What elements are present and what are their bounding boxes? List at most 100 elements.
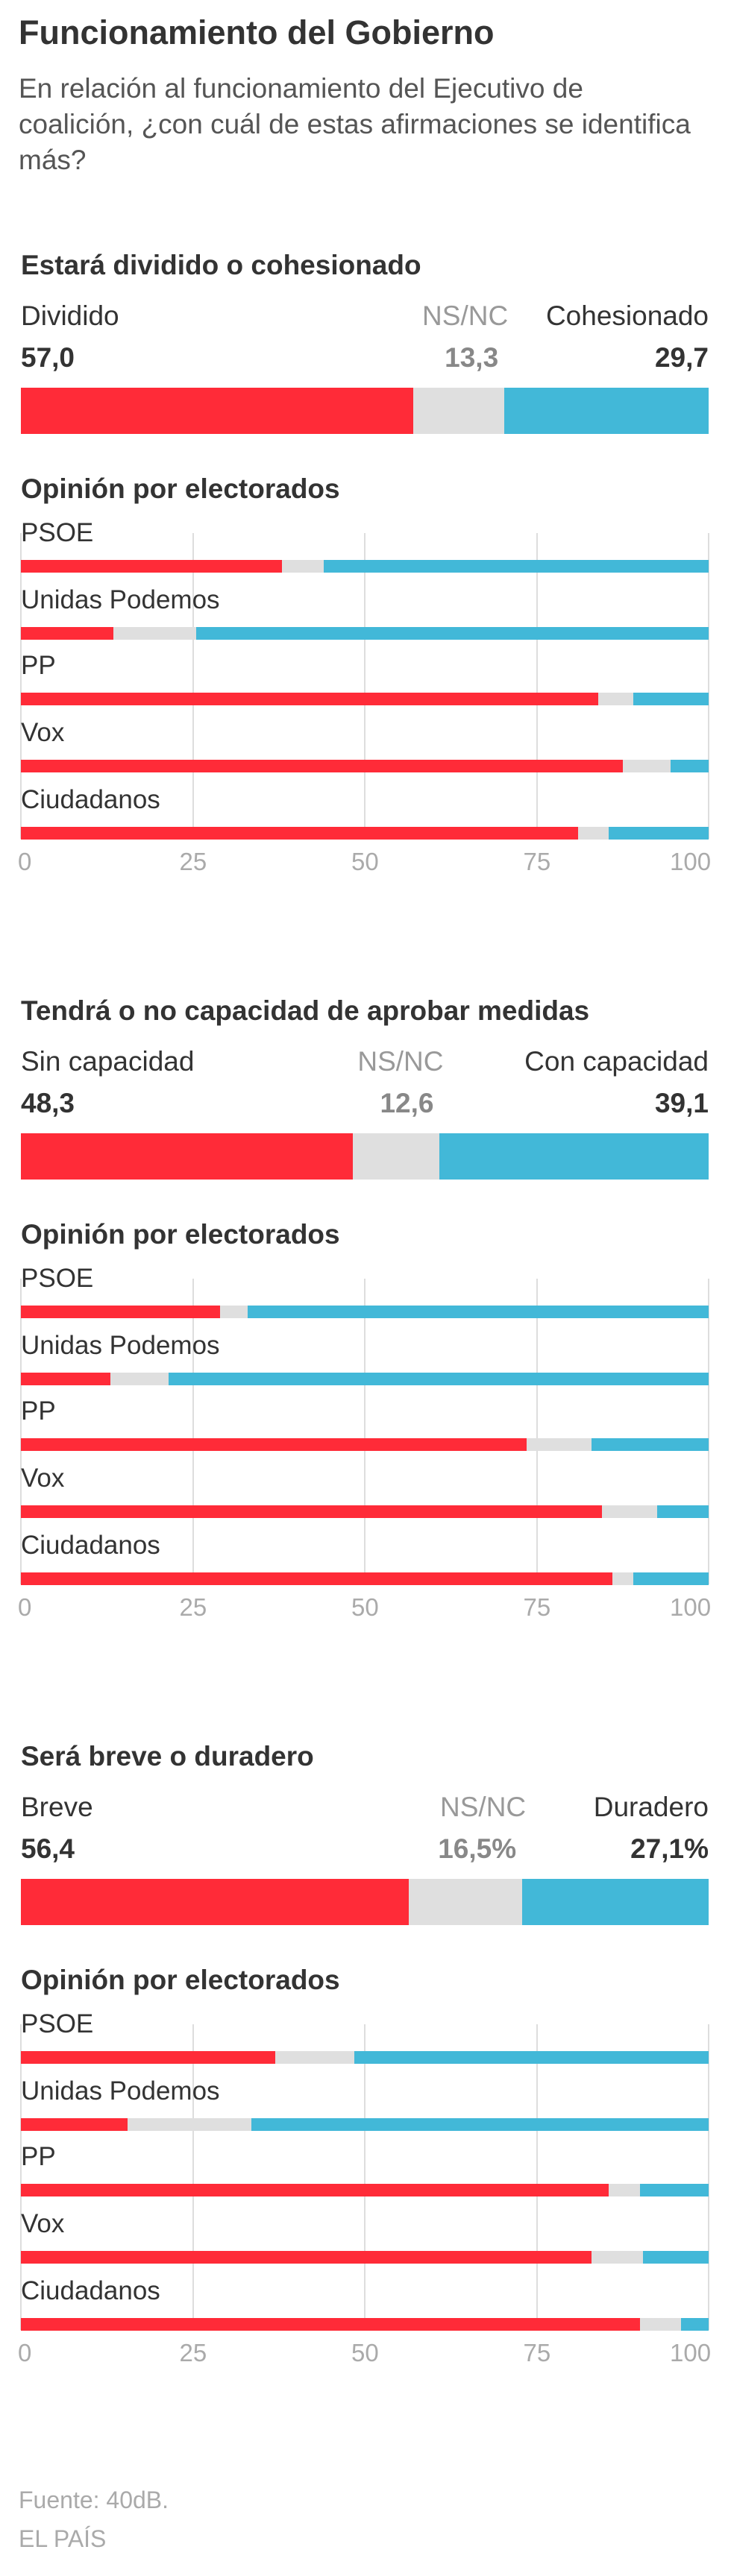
breakdown-plot: PSOE Unidas Podemos PP Vox Ciudadanos 0 25 50 75…: [18, 2009, 711, 2366]
gridline: [708, 1279, 709, 1584]
party-bar-segment-3: [681, 2318, 709, 2331]
party-bar-segment-3: [323, 560, 709, 573]
gridline: [364, 533, 366, 839]
party-bar-segment-2: [612, 1572, 634, 1585]
gridline: [708, 2024, 709, 2330]
party-bar-segment-3: [633, 693, 709, 705]
party-bar-segment-1: [21, 827, 579, 840]
value-1-nsnc: 13,3: [445, 342, 499, 373]
axis-tick-label: 25: [179, 848, 207, 875]
party-bar-segment-2: [592, 2251, 644, 2264]
party-bar: [21, 627, 709, 640]
value-1-first: 57,0: [21, 342, 75, 373]
axis-tick-label: 100: [670, 1593, 712, 1621]
party-bar-segment-1: [21, 1438, 527, 1451]
party-bar-segment-3: [196, 627, 709, 640]
breakdown-title: Opinión por electorados: [21, 473, 340, 504]
party-label: PSOE: [21, 1264, 94, 1293]
gridline: [364, 2024, 366, 2330]
party-bar: [21, 827, 709, 840]
party-bar: [21, 1505, 709, 1518]
total-bar-segment-1: [21, 1879, 410, 1925]
party-bar: [21, 760, 709, 772]
source-note: Fuente: 40dB.: [19, 2487, 169, 2513]
party-bar-segment-3: [248, 1306, 709, 1318]
total-bar-segment-2: [409, 1879, 523, 1925]
breakdown-plot: PSOE Unidas Podemos PP Vox Ciudadanos 0 25 50 75…: [18, 518, 711, 875]
party-bar-segment-2: [110, 1373, 169, 1385]
axis-tick-label: 75: [523, 1593, 551, 1621]
party-bar-segment-1: [21, 1306, 221, 1318]
party-label: Ciudadanos: [21, 785, 160, 814]
party-bar-segment-1: [21, 2184, 609, 2196]
party-label: Vox: [21, 2209, 65, 2238]
party-bar: [21, 560, 709, 573]
total-bar: [21, 1133, 709, 1180]
label-1-first: Dividido: [21, 300, 119, 331]
section-title: Será breve o duradero: [21, 1741, 314, 1772]
party-bar-segment-1: [21, 560, 283, 573]
chart-section-3: Será breve o duradero Breve Duradero NS/NC 5…: [0, 1741, 731, 2412]
label-3-nsnc: NS/NC: [440, 1792, 527, 1822]
chart-subtitle: En relación al funcionamiento del Ejecut…: [19, 73, 691, 175]
chart-section-2: Tendrá o no capacidad de aprobar medidas…: [0, 995, 731, 1666]
party-bar: [21, 1306, 709, 1318]
party-bar-segment-3: [251, 2118, 709, 2131]
total-bar-segment-1: [21, 1133, 354, 1180]
party-bar-segment-1: [21, 760, 624, 772]
party-bar: [21, 2118, 709, 2131]
party-bar: [21, 1572, 709, 1585]
party-bar-segment-3: [592, 1438, 709, 1451]
party-bar-segment-2: [113, 627, 197, 640]
party-bar-segment-3: [671, 760, 709, 772]
value-2-first: 48,3: [21, 1088, 75, 1118]
gridline: [364, 1279, 366, 1584]
party-bar-segment-1: [21, 693, 599, 705]
party-bar-segment-1: [21, 2251, 592, 2264]
value-3-first: 56,4: [21, 1833, 75, 1864]
party-label: Ciudadanos: [21, 1531, 160, 1560]
party-bar: [21, 2318, 709, 2331]
total-bar-segment-3: [504, 388, 709, 434]
axis-tick-label: 75: [523, 2339, 551, 2366]
party-bar-segment-3: [609, 827, 709, 840]
label-2-first: Sin capacidad: [21, 1046, 195, 1077]
total-bar-segment-3: [522, 1879, 709, 1925]
total-bar-segment-2: [353, 1133, 440, 1180]
section-title: Estará dividido o cohesionado: [21, 250, 421, 280]
axis-tick-label: 25: [179, 2339, 207, 2366]
total-bar-segment-3: [439, 1133, 709, 1180]
party-label: PP: [21, 1396, 56, 1426]
party-bar-segment-3: [656, 1505, 709, 1518]
value-3-nsnc: 16,5%: [438, 1833, 517, 1864]
party-bar-segment-3: [354, 2051, 709, 2064]
value-3-last: 27,1%: [630, 1833, 709, 1864]
chart-title: Funcionamiento del Gobierno: [19, 13, 495, 51]
gridline: [192, 2024, 194, 2330]
party-bar: [21, 2184, 709, 2196]
party-bar: [21, 2051, 709, 2064]
breakdown-plot: PSOE Unidas Podemos PP Vox Ciudadanos 0 25 50 75…: [18, 1264, 711, 1621]
axis-tick-label: 75: [523, 848, 551, 875]
party-label: Vox: [21, 1464, 65, 1493]
axis-tick-label: 0: [18, 1593, 32, 1621]
party-bar-segment-1: [21, 2051, 276, 2064]
gridline: [20, 533, 22, 839]
label-2-last: Con capacidad: [524, 1046, 709, 1077]
party-bar-segment-2: [598, 693, 634, 705]
party-bar-segment-3: [643, 2251, 709, 2264]
party-label: PSOE: [21, 2009, 94, 2038]
party-bar-segment-1: [21, 1373, 111, 1385]
party-bar-segment-1: [21, 2318, 641, 2331]
total-bar-segment-1: [21, 388, 414, 434]
value-2-nsnc: 12,6: [380, 1088, 434, 1118]
chart-section-1: Estará dividido o cohesionado Dividido Coh…: [0, 250, 731, 921]
party-label: PP: [21, 2142, 56, 2171]
party-bar-segment-1: [21, 627, 114, 640]
gridline: [20, 1279, 22, 1584]
party-bar-segment-1: [21, 2118, 128, 2131]
axis-tick-label: 50: [351, 2339, 379, 2366]
total-bar-segment-2: [412, 388, 505, 434]
label-3-first: Breve: [21, 1792, 93, 1822]
